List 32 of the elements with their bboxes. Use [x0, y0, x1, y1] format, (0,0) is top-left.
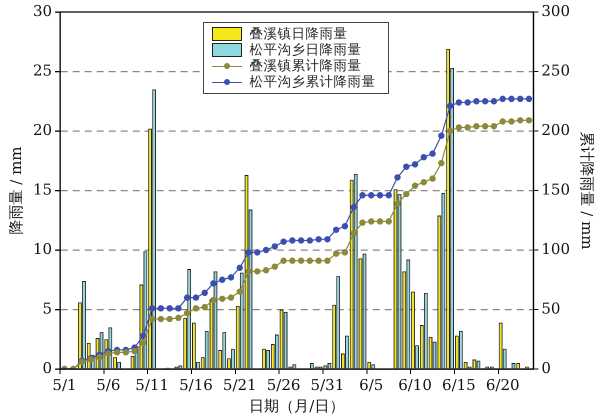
x-tick-label: 6/15: [442, 376, 476, 394]
x-axis-title: 日期（月/日）: [249, 396, 344, 415]
x-tick-label: 6/20: [486, 376, 520, 394]
y2-tick-label: 100: [541, 240, 570, 258]
x-tick-label: 5/31: [310, 376, 344, 394]
y2-tick-label: 150: [541, 180, 570, 198]
y2-tick-label: 300: [541, 2, 570, 20]
y2-tick-label: 250: [541, 61, 570, 80]
x-tick-label: 5/16: [179, 376, 213, 394]
x-tick-label: 5/26: [266, 376, 300, 394]
y2-tick-label: 200: [541, 120, 570, 139]
x-tick-label: 6/10: [398, 376, 432, 394]
x-tick-label: 6/5: [359, 376, 384, 394]
y-tick-label: 20: [32, 120, 52, 139]
y-tick-label: 25: [32, 61, 52, 80]
y-tick-label: 15: [32, 180, 52, 198]
y-tick-label: 10: [32, 240, 52, 258]
legend-label: 叠溪镇累计降雨量: [250, 58, 362, 74]
legend-label: 叠溪镇日降雨量: [250, 26, 348, 42]
y2-axis-title: 累计降雨量 / mm: [578, 131, 596, 250]
legend-label: 松平沟乡日降雨量: [250, 42, 362, 58]
legend-label: 松平沟乡累计降雨量: [250, 74, 376, 90]
y2-tick-label: 0: [541, 358, 551, 377]
x-tick-label: 5/11: [135, 376, 169, 394]
y-tick-label: 5: [42, 299, 52, 318]
x-tick-label: 5/1: [52, 376, 77, 394]
x-tick-label: 5/6: [96, 376, 120, 394]
y-tick-label: 0: [42, 358, 52, 377]
y-tick-label: 30: [32, 2, 52, 20]
y2-tick-label: 50: [541, 299, 560, 318]
y-axis-title: 降雨量 / mm: [6, 146, 25, 235]
x-tick-label: 5/21: [222, 376, 257, 394]
